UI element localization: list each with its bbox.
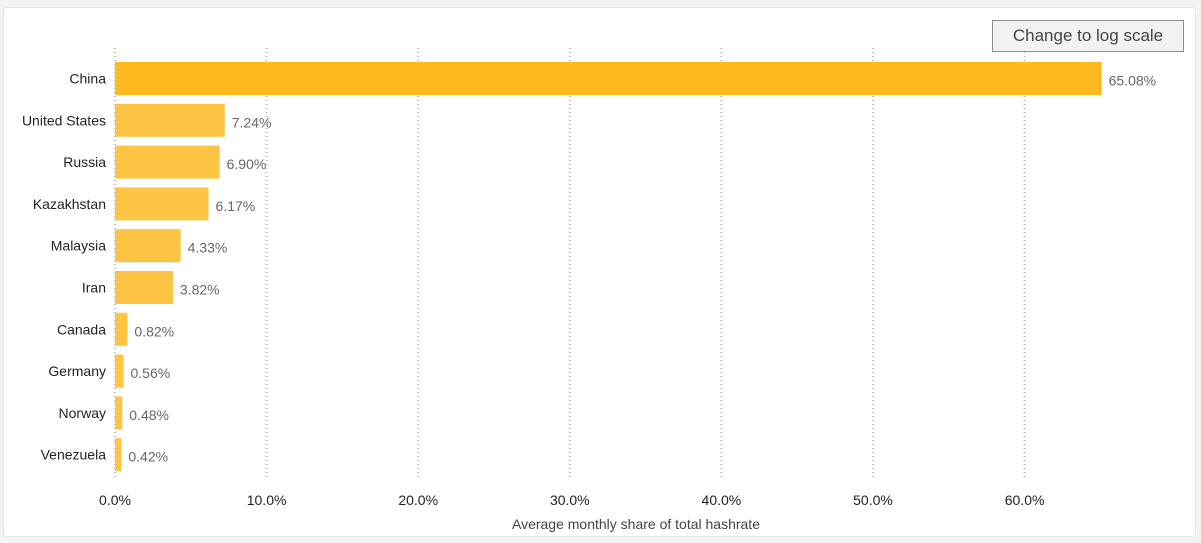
category-label: Iran [82, 280, 106, 296]
value-label: 4.33% [188, 240, 228, 256]
bar-kazakhstan [115, 187, 209, 221]
bar-china [115, 62, 1102, 95]
value-label: 0.56% [130, 365, 170, 381]
bars [115, 62, 1102, 472]
bar-malaysia [115, 229, 181, 263]
value-label: 0.42% [128, 449, 168, 465]
value-label: 6.90% [227, 156, 267, 172]
x-tick-label: 0.0% [99, 492, 131, 508]
value-label: 65.08% [1109, 73, 1156, 89]
bar-iran [115, 271, 173, 304]
category-label: United States [22, 112, 106, 128]
category-label: Kazakhstan [33, 196, 106, 212]
bar-russia [115, 145, 220, 179]
grid-lines [114, 48, 1026, 478]
log-scale-toggle-button[interactable]: Change to log scale [992, 20, 1184, 52]
x-tick-label: 10.0% [247, 492, 287, 508]
bar-venezuela [115, 438, 122, 472]
category-label: China [69, 71, 106, 87]
value-label: 6.17% [216, 198, 256, 214]
x-axis-title: Average monthly share of total hashrate [512, 516, 760, 532]
x-tick-label: 60.0% [1005, 492, 1045, 508]
category-label: Norway [59, 405, 106, 421]
value-label: 0.82% [134, 323, 174, 339]
category-label: Russia [63, 154, 106, 170]
category-label: Germany [48, 363, 106, 379]
x-tick-label: 20.0% [398, 492, 438, 508]
bar-norway [115, 396, 123, 430]
value-label: 0.48% [129, 407, 169, 423]
category-label: Malaysia [51, 238, 106, 254]
category-label: Venezuela [41, 447, 107, 463]
x-tick-label: 30.0% [550, 492, 590, 508]
chart-card [3, 7, 1196, 537]
bar-canada [115, 312, 128, 346]
category-labels: China United States Russia Kazakhstan Malays… [22, 71, 106, 463]
value-labels: 65.08% 7.24% 6.90% 6.17% 4.33% 3.82% 0.82% 0.56… [128, 73, 1156, 465]
x-tick-label: 50.0% [853, 492, 893, 508]
category-label: Canada [57, 321, 106, 337]
bar-united-states [115, 103, 225, 137]
value-label: 7.24% [232, 114, 272, 130]
x-tick-label: 40.0% [702, 492, 742, 508]
x-tick-labels: 0.0% 10.0% 20.0% 30.0% 40.0% 50.0% 60.0% [99, 492, 1044, 508]
value-label: 3.82% [180, 282, 220, 298]
bar-germany [115, 354, 124, 388]
